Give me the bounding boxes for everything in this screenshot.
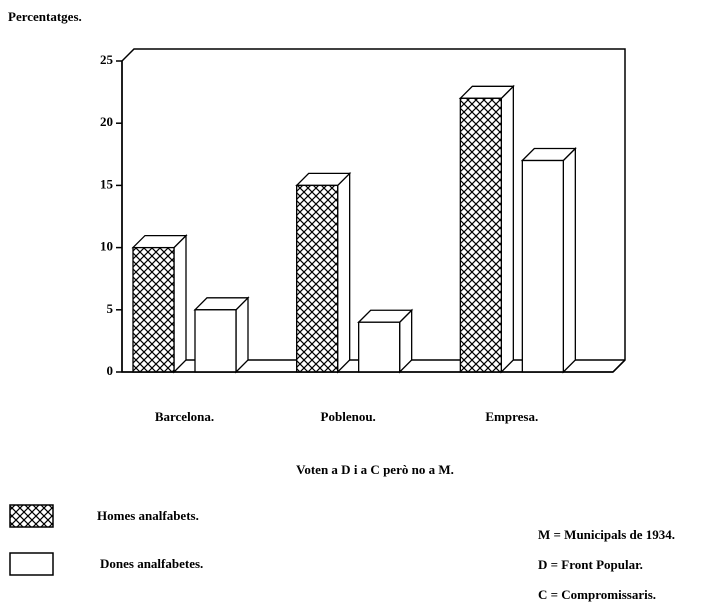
bar-side: [500, 84, 514, 374]
bar-side: [562, 146, 576, 374]
y-tick-label: 5: [107, 301, 114, 316]
y-tick-label: 25: [100, 52, 114, 67]
bar-side: [337, 171, 351, 374]
legend-label: Dones analfabetes.: [100, 556, 203, 571]
bar: [194, 309, 237, 373]
y-axis-label: Percentatges.: [8, 9, 82, 24]
bar: [296, 184, 339, 373]
legend-swatch: [9, 552, 54, 576]
legend-label: Homes analfabets.: [97, 508, 199, 523]
y-tick-label: 10: [100, 239, 113, 254]
bar: [358, 321, 401, 373]
x-tick-label: Barcelona.: [155, 409, 214, 424]
y-tick-label: 20: [100, 114, 113, 129]
note: M = Municipals de 1934.: [538, 527, 675, 542]
y-tick-label: 0: [107, 363, 114, 378]
x-tick-label: Poblenou.: [321, 409, 376, 424]
legend-swatch: [9, 504, 54, 528]
bar-side: [235, 296, 249, 374]
note: C = Compromissaris.: [538, 587, 656, 602]
x-tick-label: Empresa.: [485, 409, 538, 424]
bar: [132, 246, 175, 373]
floor-edge: [612, 359, 626, 373]
subtitle: Voten a D i a C però no a M.: [296, 462, 454, 477]
y-tick-label: 15: [100, 176, 114, 191]
bar: [521, 159, 564, 373]
bar: [459, 97, 502, 373]
bar-side: [173, 234, 187, 374]
note: D = Front Popular.: [538, 557, 643, 572]
